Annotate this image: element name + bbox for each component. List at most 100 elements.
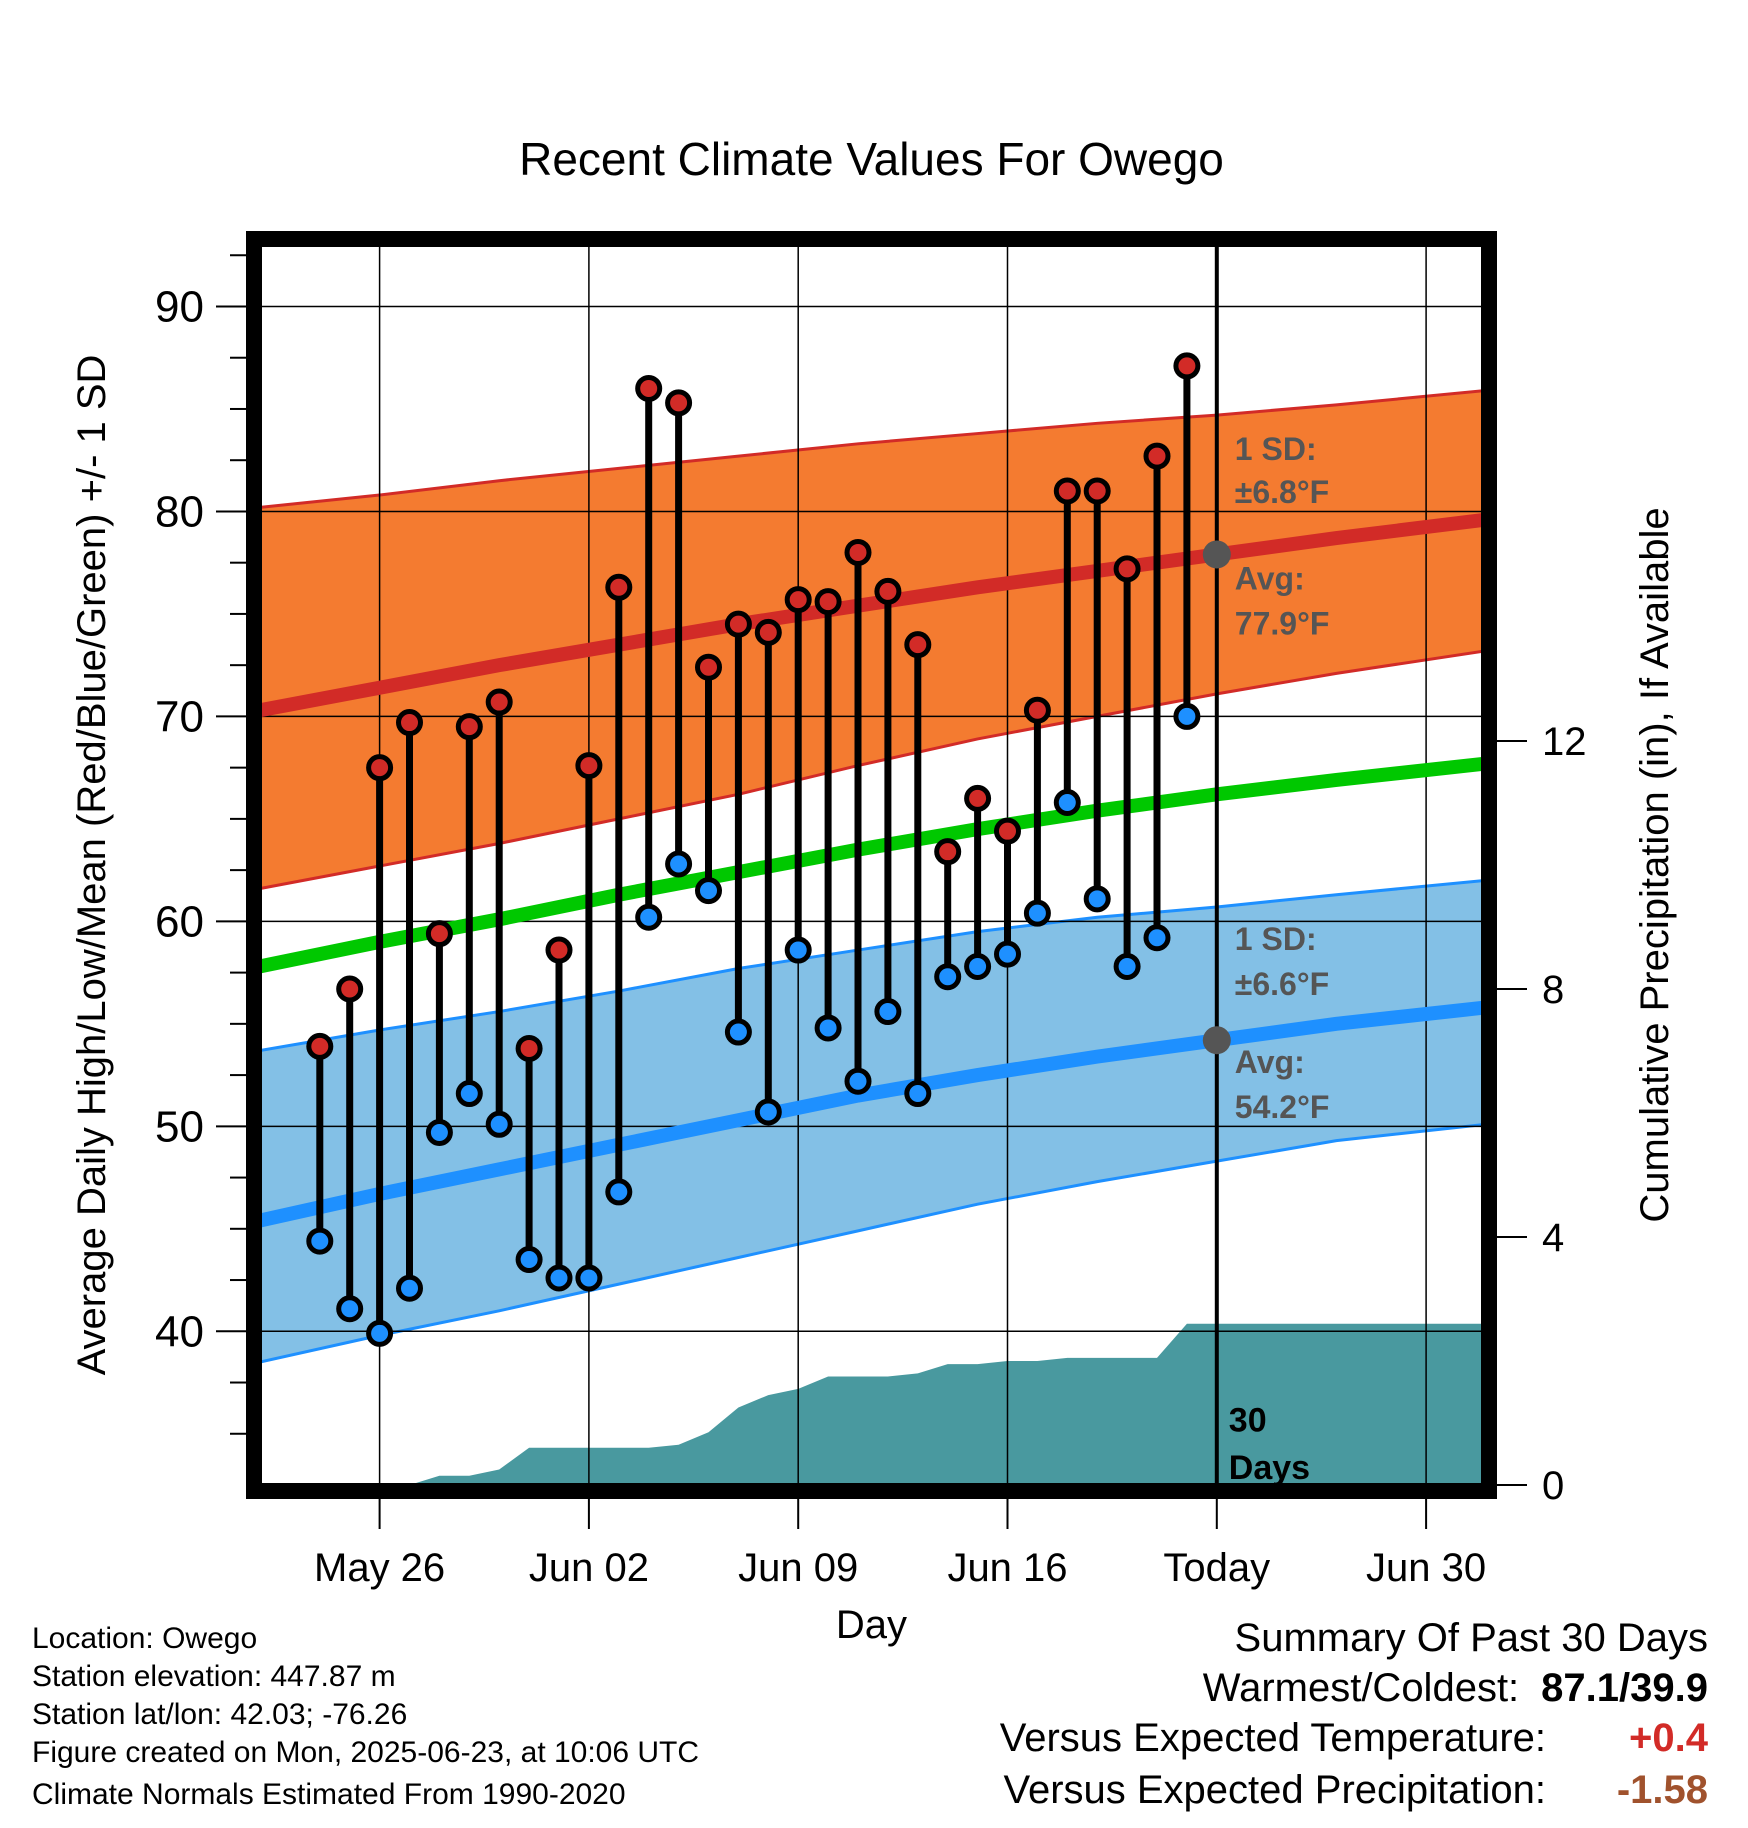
daily-high-point (1053, 477, 1081, 505)
high-sd-value: ±6.8°F (1235, 474, 1329, 510)
daily-low-point (1113, 952, 1141, 980)
y2-tick-label: 12 (1542, 720, 1587, 764)
daily-high-point (934, 838, 962, 866)
y-tick-label: 40 (155, 1307, 204, 1356)
daily-low-point (784, 936, 812, 964)
low-avg-value: 54.2°F (1235, 1089, 1330, 1125)
daily-low-point (545, 1264, 573, 1292)
plot-area: 1 SD: ±6.8°F Avg: 77.9°F 1 SD: ±6.6°F Avg: 54.2… (260, 245, 1483, 1487)
daily-high-point (695, 653, 722, 681)
chart-title: Recent Climate Values For Owego (519, 133, 1224, 185)
x-axis-label: Day (836, 1603, 907, 1647)
period-number-label: 30 (1229, 1402, 1267, 1440)
daily-high-point (1083, 477, 1111, 505)
daily-high-point (904, 631, 932, 659)
daily-low-point (964, 952, 992, 980)
daily-low-point (665, 850, 693, 878)
y-tick-label: 60 (155, 897, 204, 946)
daily-high-point (336, 975, 364, 1003)
x-tick-label: Jun 02 (529, 1546, 649, 1590)
daily-low-point (515, 1246, 543, 1274)
daily-low-point (396, 1274, 423, 1302)
daily-low-point (934, 963, 962, 991)
daily-high-point (784, 586, 812, 614)
daily-high-point (425, 920, 453, 948)
daily-high-point (306, 1032, 334, 1060)
daily-low-point (874, 998, 902, 1026)
daily-high-point (844, 538, 872, 566)
summary-temp-row: Versus Expected Temperature: +0.4 (1000, 1716, 1708, 1761)
daily-high-point (1023, 696, 1051, 724)
daily-high-point (994, 817, 1021, 845)
daily-low-point (575, 1264, 603, 1292)
summary-precip-value: -1.58 (1616, 1768, 1708, 1812)
daily-high-point (724, 610, 752, 638)
daily-low-point (904, 1080, 932, 1108)
y-tick-label: 70 (155, 692, 204, 741)
summary-temp-value: +0.4 (1629, 1716, 1708, 1760)
summary-warmest-value: 87.1/39.9 (1541, 1666, 1708, 1710)
x-tick-label: May 26 (314, 1546, 445, 1590)
summary-precip-row: Versus Expected Precipitation: -1.58 (1003, 1768, 1708, 1813)
summary-precip-label: Versus Expected Precipitation: (1003, 1768, 1546, 1812)
high-sd-band (260, 390, 1483, 889)
plot-frame (246, 231, 1497, 1499)
daily-high-point (874, 577, 902, 605)
high-sd-upper-line (260, 389, 1483, 509)
y2-tick-label: 0 (1542, 1464, 1564, 1508)
daily-low-point (814, 1014, 842, 1042)
daily-low-point (994, 940, 1021, 968)
low-avg-line (260, 1000, 1483, 1228)
daily-high-point (635, 374, 663, 402)
daily-high-point (1143, 442, 1171, 470)
daily-high-point (366, 754, 394, 782)
cumulative-precip-area (289, 1323, 1483, 1485)
daily-high-point (575, 752, 603, 780)
summary-title: Summary Of Past 30 Days (1234, 1616, 1708, 1660)
daily-low-point (485, 1110, 513, 1138)
high-avg-value: 77.9°F (1235, 605, 1330, 641)
daily-low-point (366, 1319, 394, 1347)
daily-high-point (964, 784, 992, 812)
grid (260, 245, 1483, 1485)
daily-low-point (605, 1178, 633, 1206)
y-tick-label: 90 (155, 282, 204, 331)
daily-high-point (1113, 555, 1141, 583)
low-sd-lower-line (260, 1123, 1483, 1364)
period-unit-label: Days (1229, 1449, 1310, 1487)
daily-high-point (1173, 352, 1201, 380)
footer-location: Location: Owego (32, 1622, 258, 1655)
daily-high-point (754, 618, 782, 646)
daily-low-point (635, 903, 663, 931)
daily-high-point (605, 573, 633, 601)
low-avg-label: Avg: (1235, 1044, 1305, 1080)
high-avg-label: Avg: (1235, 560, 1305, 596)
today-low-avg-marker (1202, 1026, 1231, 1055)
daily-high-point (455, 713, 483, 741)
daily-high-point (396, 709, 423, 737)
summary-temp-label: Versus Expected Temperature: (999, 1716, 1546, 1760)
daily-low-point (425, 1118, 453, 1146)
x-tick-label: Jun 09 (738, 1546, 858, 1590)
y-axis-label: Average Daily High/Low/Mean (Red/Blue/Gr… (70, 355, 114, 1376)
daily-high-point (814, 588, 842, 616)
daily-high-point (515, 1034, 543, 1062)
daily-low-point (1143, 924, 1171, 952)
daily-low-point (695, 877, 722, 905)
daily-low-point (306, 1227, 334, 1255)
daily-low-point (336, 1295, 364, 1323)
footer-elevation: Station elevation: 447.87 m (32, 1660, 396, 1693)
x-tick-label: Jun 30 (1366, 1546, 1486, 1590)
footer-created: Figure created on Mon, 2025-06-23, at 10… (32, 1736, 700, 1769)
footer-latlon: Station lat/lon: 42.03; -76.26 (32, 1698, 408, 1731)
low-sd-label: 1 SD: (1235, 921, 1317, 957)
y2-axis-label: Cumulative Precipitation (in), If Availa… (1633, 507, 1677, 1222)
y-tick-label: 50 (155, 1102, 204, 1151)
x-tick-label: Jun 16 (947, 1546, 1067, 1590)
daily-low-point (724, 1018, 752, 1046)
daily-high-point (665, 389, 693, 417)
x-tick-label: Today (1163, 1546, 1270, 1590)
daily-low-point (1173, 702, 1201, 730)
summary-warmest-label: Warmest/Coldest: (1202, 1666, 1520, 1710)
